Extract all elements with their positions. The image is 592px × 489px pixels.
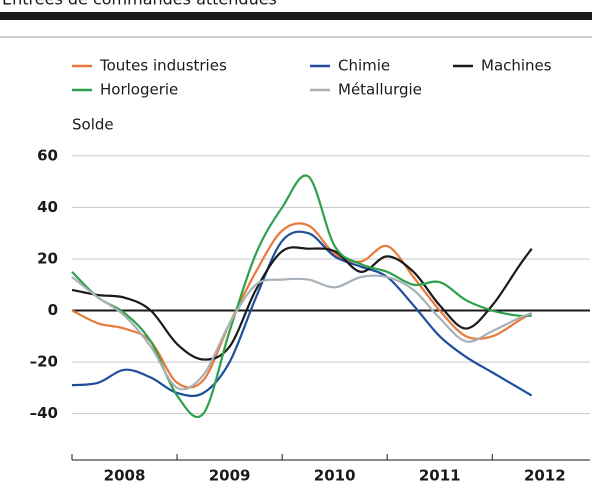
chart-title: Entrées de commandes attendues xyxy=(2,0,277,9)
y-tick-label: 60 xyxy=(37,146,58,164)
x-tick-label: 2011 xyxy=(419,467,461,485)
legend-label: Toutes industries xyxy=(99,57,227,75)
y-tick-label: –40 xyxy=(30,404,58,422)
series-line xyxy=(71,246,533,361)
y-tick-label: 40 xyxy=(37,198,58,216)
legend-label: Métallurgie xyxy=(338,81,422,99)
series-line xyxy=(71,230,533,398)
y-axis-label: Solde xyxy=(72,116,114,134)
series-line xyxy=(71,274,533,391)
y-tick-label: 20 xyxy=(37,249,58,267)
header-bar xyxy=(0,12,592,20)
legend-label: Chimie xyxy=(338,57,390,75)
x-tick-label: 2012 xyxy=(524,467,566,485)
x-tick-label: 2008 xyxy=(104,467,146,485)
y-tick-label: –20 xyxy=(30,353,58,371)
y-tick-label: 0 xyxy=(48,301,58,319)
x-tick-label: 2010 xyxy=(314,467,356,485)
series-line xyxy=(71,174,532,419)
x-tick-label: 2009 xyxy=(209,467,251,485)
legend-label: Machines xyxy=(481,57,552,75)
legend-label: Horlogerie xyxy=(100,81,178,99)
